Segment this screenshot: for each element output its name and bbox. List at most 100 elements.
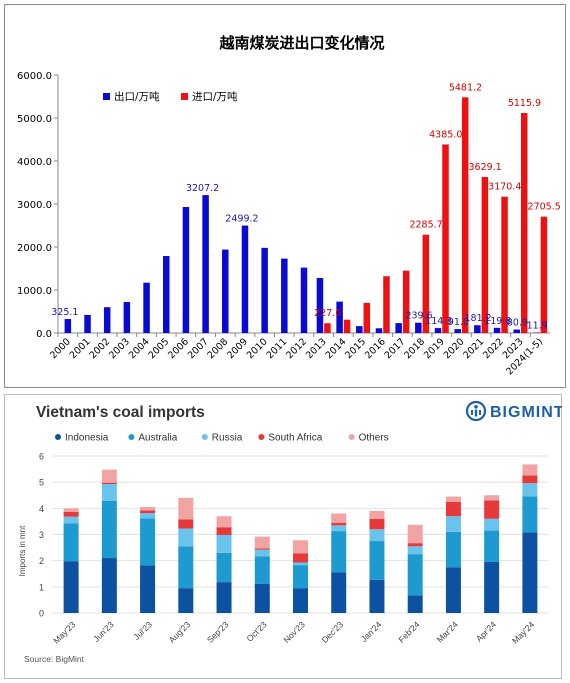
- y-axis-title: Imports in mnt: [18, 525, 27, 576]
- brand-icon: [465, 400, 487, 422]
- data-label-import: 2705.5: [528, 202, 561, 213]
- y-tick-label: 3: [39, 530, 44, 540]
- bar-export: [261, 247, 268, 333]
- y-tick-label: 4: [39, 504, 44, 514]
- data-label-import: 3170.4: [488, 182, 521, 193]
- bar-segment-russia: [63, 516, 79, 524]
- bar-segment-indonesia: [445, 567, 461, 613]
- bar-segment-others: [484, 495, 500, 501]
- bar-segment-australia: [407, 554, 423, 596]
- bar-segment-australia: [445, 531, 461, 568]
- data-label-import: 2285.7: [409, 220, 442, 231]
- y-tick-label: 6000.0: [17, 71, 52, 82]
- data-label-import: 5481.2: [449, 82, 482, 93]
- bar-segment-indonesia: [216, 582, 232, 613]
- bar-import: [501, 196, 508, 333]
- data-label-import: 227.6: [314, 308, 341, 319]
- bar-import: [422, 234, 430, 333]
- y-tick-label: 5000.0: [17, 114, 52, 125]
- bar-export: [474, 325, 481, 333]
- bar-export: [513, 329, 520, 333]
- bar-segment-south-africa: [101, 482, 117, 484]
- y-tick-label: 4000.0: [17, 157, 52, 168]
- legend-label: Others: [359, 433, 389, 444]
- bar-segment-indonesia: [522, 532, 538, 613]
- chart-legend: 出口/万吨 进口/万吨: [103, 90, 238, 103]
- bar-segment-south-africa: [63, 511, 79, 517]
- data-label-export: 3207.2: [186, 183, 219, 194]
- legend-dot: [128, 434, 135, 440]
- bar-segment-australia: [101, 501, 117, 559]
- chart-title: Vietnam's coal imports: [36, 404, 205, 421]
- legend-dot: [55, 434, 61, 440]
- bar-segment-russia: [140, 513, 156, 519]
- data-label-export: 119.8: [484, 316, 511, 327]
- bar-export: [103, 307, 111, 333]
- bar-segment-south-africa: [293, 553, 308, 563]
- legend-label-import: 进口/万吨: [192, 90, 238, 103]
- bar-segment-indonesia: [178, 588, 194, 613]
- bar-segment-russia: [331, 525, 347, 532]
- bar-segment-indonesia: [331, 572, 347, 613]
- y-tick-label: 2: [39, 556, 44, 566]
- bar-import: [461, 97, 469, 333]
- bar-export: [533, 332, 540, 333]
- bar-segment-russia: [369, 529, 385, 542]
- bar-segment-others: [140, 507, 156, 511]
- y-tick-label: 1: [39, 582, 44, 592]
- bar-segment-indonesia: [407, 595, 423, 613]
- data-label-export: 239.6: [405, 311, 432, 322]
- bar-segment-south-africa: [140, 510, 156, 514]
- chart-bars: [63, 464, 538, 613]
- legend-label: Australia: [138, 433, 177, 444]
- bar-export: [356, 326, 363, 333]
- bar-segment-russia: [293, 562, 308, 566]
- bar-segment-south-africa: [216, 527, 232, 536]
- bar-import: [481, 176, 489, 333]
- bar-export: [123, 302, 131, 333]
- bar-import: [343, 319, 351, 333]
- bar-segment-south-africa: [369, 518, 385, 530]
- bar-import: [402, 270, 410, 333]
- bar-export: [202, 195, 209, 333]
- bar-segment-south-africa: [522, 475, 538, 484]
- legend-dot: [201, 434, 208, 440]
- bar-import: [540, 216, 548, 333]
- bar-segment-russia: [178, 528, 194, 547]
- bar-segment-others: [254, 536, 270, 549]
- vietnam-coal-imports-chart: Vietnam's coal imports BIGMINT Indonesia…: [4, 394, 562, 679]
- bar-segment-others: [178, 497, 194, 520]
- bar-export: [493, 327, 501, 333]
- data-label-export: 11.9: [527, 320, 548, 331]
- bar-segment-others: [216, 516, 232, 528]
- y-tick-label: 5: [39, 478, 44, 488]
- bar-export: [281, 258, 288, 333]
- data-label-import: 3629.1: [468, 162, 501, 173]
- bar-export: [316, 277, 324, 333]
- legend-label: South Africa: [268, 433, 322, 444]
- brand-name: BIGMINT: [490, 404, 562, 421]
- data-label-export: 91.0: [448, 317, 469, 328]
- data-label-import: 4385.0: [429, 129, 462, 140]
- bar-export: [162, 256, 170, 333]
- legend-label: Russia: [212, 433, 243, 444]
- bar-segment-indonesia: [293, 588, 308, 613]
- chart-legend: Indonesia Australia Russia South Africa Othe…: [55, 433, 389, 444]
- data-label-export: 80.9: [507, 318, 528, 329]
- bar-import: [383, 276, 390, 333]
- coal-trade-chart: 越南煤炭进出口变化情况 出口/万吨 进口/万吨 0.0 1000.0 2000.0 30…: [4, 4, 566, 388]
- source-note: Source: BigMint: [24, 654, 85, 664]
- bar-segment-russia: [216, 535, 232, 553]
- bar-export: [454, 329, 461, 333]
- data-label-import: 5115.9: [508, 98, 541, 109]
- bar-export: [143, 282, 150, 333]
- legend-dot: [258, 434, 265, 440]
- bar-import: [520, 113, 528, 333]
- bar-segment-russia: [445, 516, 461, 532]
- bar-segment-others: [293, 540, 308, 554]
- bar-segment-russia: [484, 518, 500, 531]
- bar-segment-australia: [178, 546, 194, 589]
- legend-swatch-export: [103, 93, 110, 100]
- legend-dot: [348, 434, 355, 440]
- bar-segment-australia: [63, 523, 79, 562]
